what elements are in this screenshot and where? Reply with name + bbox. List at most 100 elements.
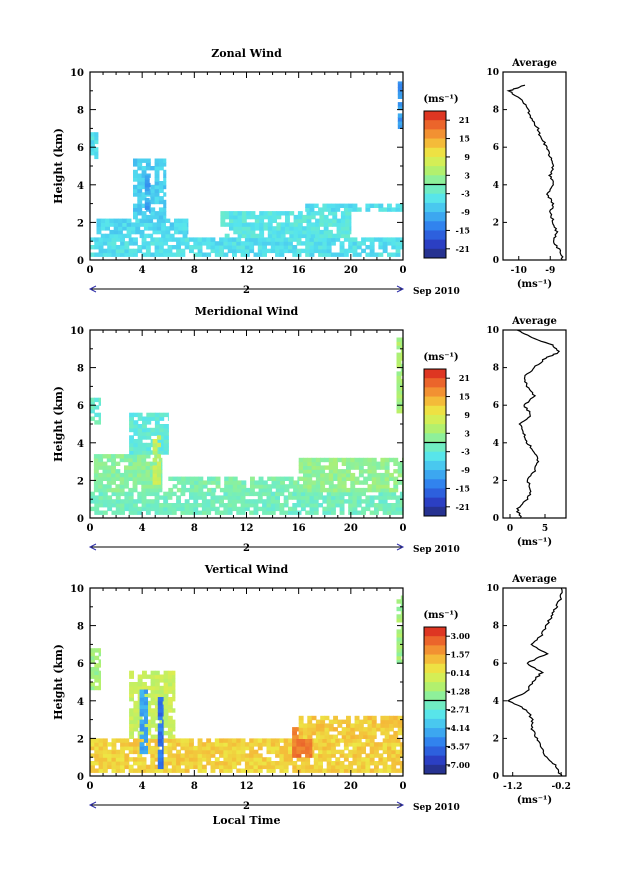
date-label: 2 <box>243 285 250 296</box>
data-cell <box>371 734 377 739</box>
data-cell <box>156 469 161 474</box>
data-cell <box>272 211 277 216</box>
data-cell <box>146 712 152 717</box>
data-cell <box>137 757 143 762</box>
data-cell <box>320 480 326 485</box>
data-cell <box>180 757 186 762</box>
data-cell <box>340 214 346 220</box>
data-cell <box>322 510 328 515</box>
colorbar-tick-label: 15 <box>459 392 470 402</box>
data-cell <box>371 484 377 489</box>
data-cell <box>326 207 332 212</box>
data-cell <box>367 469 373 474</box>
data-patch <box>90 132 99 160</box>
data-cell <box>120 252 125 257</box>
data-cell <box>167 745 173 751</box>
data-cell <box>283 248 289 254</box>
data-cell <box>250 214 256 220</box>
data-cell <box>167 450 169 455</box>
data-cell <box>371 727 377 732</box>
data-cell <box>150 712 156 717</box>
data-cell <box>254 226 260 231</box>
profile-x-tick-label: -1.2 <box>503 782 522 792</box>
data-cell <box>158 252 164 257</box>
colorbar-unit-label: (ms⁻¹) <box>423 94 458 105</box>
data-cell <box>232 248 237 254</box>
data-cell <box>109 229 115 235</box>
data-cell <box>331 491 336 497</box>
data-cell <box>380 715 386 721</box>
data-cell <box>167 416 169 421</box>
data-cell <box>145 506 151 512</box>
data-cell <box>275 476 281 481</box>
colorbar-tick-label: -2.71 <box>447 705 470 715</box>
data-cell <box>152 450 158 455</box>
data-cell <box>145 499 151 504</box>
data-cell <box>275 742 280 747</box>
data-cell <box>322 241 328 246</box>
data-cell <box>397 90 403 96</box>
data-cell <box>249 237 255 242</box>
data-cell <box>201 499 207 504</box>
data-cell <box>90 409 95 414</box>
data-cell <box>305 742 310 747</box>
data-cell <box>285 226 290 231</box>
data-cell <box>237 487 242 493</box>
data-cell <box>223 768 229 773</box>
data-cell <box>167 734 173 739</box>
data-cell <box>111 761 117 766</box>
data-cell <box>122 218 128 223</box>
data-cell <box>154 188 160 193</box>
data-cell <box>119 472 125 478</box>
data-cell <box>157 757 163 762</box>
x-tick-label: 12 <box>240 781 254 792</box>
data-cell <box>328 218 333 223</box>
data-cell <box>232 761 237 766</box>
data-cell <box>393 484 399 489</box>
data-cell <box>128 457 134 463</box>
data-cell <box>94 147 99 152</box>
data-cell <box>90 764 95 770</box>
data-cell <box>133 188 138 193</box>
data-cell <box>113 229 119 235</box>
data-cell <box>154 424 160 429</box>
data-cell <box>367 465 373 470</box>
data-cell <box>331 252 336 257</box>
data-cell <box>369 510 375 515</box>
data-cell <box>374 749 379 755</box>
data-cell <box>284 487 290 493</box>
data-cell <box>189 753 194 758</box>
data-cell <box>94 745 100 751</box>
data-cell <box>345 222 351 227</box>
data-cell <box>300 248 306 254</box>
data-cell <box>326 764 332 770</box>
data-cell <box>358 730 364 736</box>
data-cell <box>106 472 112 478</box>
profile-y-tick-label: 8 <box>493 106 499 116</box>
data-cell <box>367 715 373 721</box>
data-cell <box>307 457 313 463</box>
data-cell <box>232 742 237 747</box>
data-cell <box>129 715 134 721</box>
data-cell <box>320 472 326 478</box>
data-cell <box>396 352 402 357</box>
data-cell <box>331 237 336 242</box>
data-cell <box>324 457 330 463</box>
data-cell <box>197 768 203 773</box>
data-cell <box>115 237 121 242</box>
data-cell <box>263 214 269 220</box>
data-cell <box>343 248 349 254</box>
data-cell <box>352 745 358 751</box>
data-cell <box>356 499 362 504</box>
data-cell <box>141 214 147 220</box>
data-cell <box>152 480 158 485</box>
data-cell <box>396 397 402 403</box>
data-cell <box>262 237 267 242</box>
data-cell <box>98 245 104 250</box>
data-cell <box>300 745 306 751</box>
data-cell <box>232 491 237 497</box>
data-cell <box>180 503 186 508</box>
data-cell <box>93 461 99 466</box>
colorbar-swatch <box>424 627 446 637</box>
data-cell <box>227 237 233 242</box>
